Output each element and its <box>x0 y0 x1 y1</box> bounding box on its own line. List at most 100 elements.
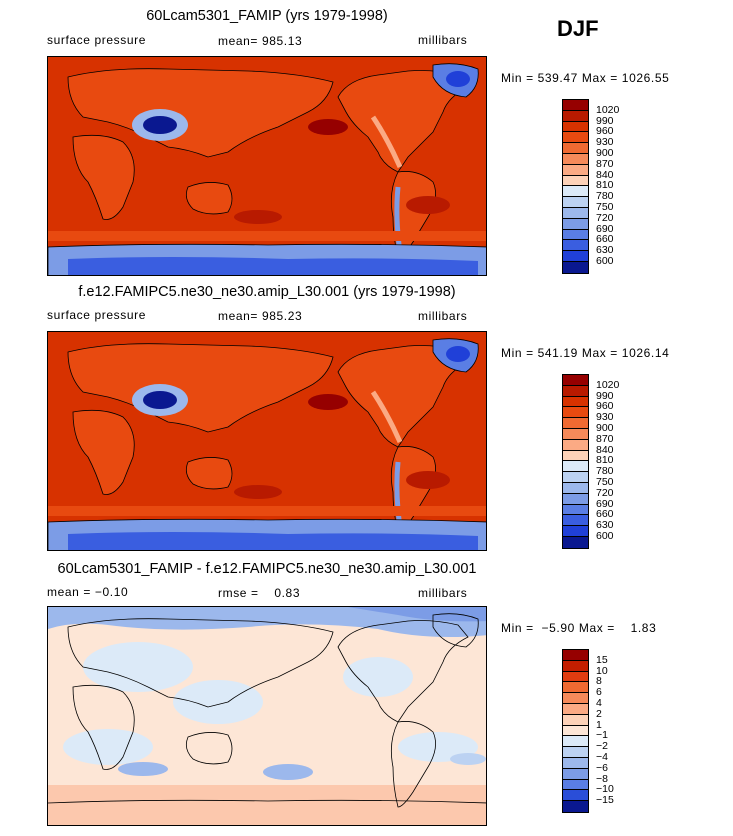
colorbar-tick-label: 840 <box>596 168 614 181</box>
panel1-colorbar <box>562 99 589 274</box>
colorbar-swatch <box>563 725 588 737</box>
colorbar-tick-label: 720 <box>596 211 614 224</box>
colorbar-swatch <box>563 650 588 661</box>
panel3-rmse-label: rmse = 0.83 <box>218 586 301 600</box>
colorbar-swatch <box>563 197 588 208</box>
colorbar-tick-label: 870 <box>596 432 614 445</box>
colorbar-tick-label: −15 <box>596 794 614 807</box>
colorbar-swatch <box>563 671 588 683</box>
colorbar-tick-label: 600 <box>596 255 614 267</box>
colorbar-swatch <box>563 240 588 252</box>
colorbar-tick-label: 810 <box>596 179 614 192</box>
colorbar-swatch <box>563 143 588 154</box>
colorbar-swatch <box>563 682 588 694</box>
colorbar-tick-label: 660 <box>596 508 614 521</box>
panel1-mean-label: mean= 985.13 <box>218 34 303 48</box>
colorbar-swatch <box>563 375 588 386</box>
panel2-map <box>47 331 487 551</box>
panel2-title: f.e12.FAMIPC5.ne30_ne30.amip_L30.001 (yr… <box>78 284 456 300</box>
panel2-minmax: Min = 541.19 Max = 1026.14 <box>501 346 670 360</box>
colorbar-tick-label: 930 <box>596 411 614 424</box>
colorbar-swatch <box>563 504 588 516</box>
colorbar-swatch <box>563 175 588 187</box>
colorbar-tick-label: 990 <box>596 114 614 127</box>
panel2-mean-label: mean= 985.23 <box>218 309 303 323</box>
colorbar-swatch <box>563 757 588 769</box>
panel1-units-label: millibars <box>418 33 468 47</box>
colorbar-swatch <box>563 482 588 494</box>
colorbar-swatch <box>563 536 588 548</box>
panel2-colorbar <box>562 374 589 549</box>
season-label: DJF <box>557 16 599 41</box>
colorbar-tick-label: 10 <box>596 664 608 677</box>
colorbar-swatch <box>563 418 588 429</box>
colorbar-swatch <box>563 229 588 241</box>
colorbar-tick-label: 1020 <box>596 103 620 116</box>
colorbar-tick-label: 870 <box>596 157 614 170</box>
panel2-units-label: millibars <box>418 309 468 323</box>
colorbar-swatch <box>563 714 588 726</box>
colorbar-tick-label: 900 <box>596 147 614 159</box>
colorbar-tick-label: 15 <box>596 653 608 666</box>
panel3-units-label: millibars <box>418 586 468 600</box>
colorbar-tick-label: 600 <box>596 530 614 542</box>
colorbar-swatch <box>563 515 588 527</box>
colorbar-swatch <box>563 660 588 672</box>
colorbar-tick-label: −6 <box>596 761 608 774</box>
colorbar-swatch <box>563 153 588 165</box>
colorbar-tick-label: 630 <box>596 244 614 257</box>
colorbar-tick-label: 660 <box>596 233 614 246</box>
colorbar-tick-label: −8 <box>596 772 608 785</box>
colorbar-swatch <box>563 132 588 144</box>
colorbar-tick-label: 630 <box>596 519 614 532</box>
panel1-variable-label: surface pressure <box>47 33 146 47</box>
colorbar-swatch <box>563 261 588 273</box>
colorbar-swatch <box>563 493 588 505</box>
panel3-mean-label: mean = −0.10 <box>47 585 129 599</box>
colorbar-tick-label: 780 <box>596 465 614 478</box>
colorbar-tick-label: 720 <box>596 486 614 499</box>
colorbar-tick-label: −2 <box>596 740 608 753</box>
colorbar-tick-label: 780 <box>596 190 614 203</box>
colorbar-swatch <box>563 164 588 176</box>
colorbar-swatch <box>563 121 588 133</box>
colorbar-swatch <box>563 779 588 791</box>
colorbar-tick-label: 1020 <box>596 378 620 391</box>
colorbar-tick-label: 930 <box>596 136 614 149</box>
colorbar-swatch <box>563 693 588 704</box>
colorbar-tick-label: 840 <box>596 443 614 456</box>
colorbar-tick-label: −1 <box>596 729 608 742</box>
panel1-minmax: Min = 539.47 Max = 1026.55 <box>501 71 670 85</box>
colorbar-swatch <box>563 790 588 802</box>
colorbar-swatch <box>563 439 588 451</box>
colorbar-tick-label: 750 <box>596 201 614 213</box>
panel3-colorbar <box>562 649 589 813</box>
colorbar-tick-label: 900 <box>596 422 614 434</box>
colorbar-tick-label: −10 <box>596 783 614 796</box>
colorbar-tick-label: 690 <box>596 222 614 235</box>
colorbar-tick-label: 960 <box>596 400 614 413</box>
colorbar-tick-label: 960 <box>596 125 614 138</box>
colorbar-tick-label: 690 <box>596 497 614 510</box>
colorbar-tick-label: 6 <box>596 686 602 699</box>
panel1-map <box>47 56 487 276</box>
colorbar-tick-label: 8 <box>596 675 602 688</box>
colorbar-tick-label: 810 <box>596 454 614 467</box>
panel1-title: 60Lcam5301_FAMIP (yrs 1979-1998) <box>146 8 388 24</box>
colorbar-swatch <box>563 100 588 111</box>
colorbar-swatch <box>563 110 588 122</box>
colorbar-tick-label: 990 <box>596 389 614 402</box>
colorbar-swatch <box>563 186 588 198</box>
colorbar-swatch <box>563 407 588 419</box>
colorbar-swatch <box>563 207 588 219</box>
panel3-title: 60Lcam5301_FAMIP - f.e12.FAMIPC5.ne30_ne… <box>57 561 477 577</box>
colorbar-swatch <box>563 218 588 230</box>
colorbar-swatch <box>563 461 588 473</box>
colorbar-tick-label: 750 <box>596 476 614 488</box>
colorbar-tick-label: 2 <box>596 707 602 720</box>
colorbar-swatch <box>563 450 588 462</box>
colorbar-swatch <box>563 526 588 537</box>
colorbar-swatch <box>563 801 588 812</box>
colorbar-swatch <box>563 385 588 397</box>
colorbar-swatch <box>563 747 588 758</box>
